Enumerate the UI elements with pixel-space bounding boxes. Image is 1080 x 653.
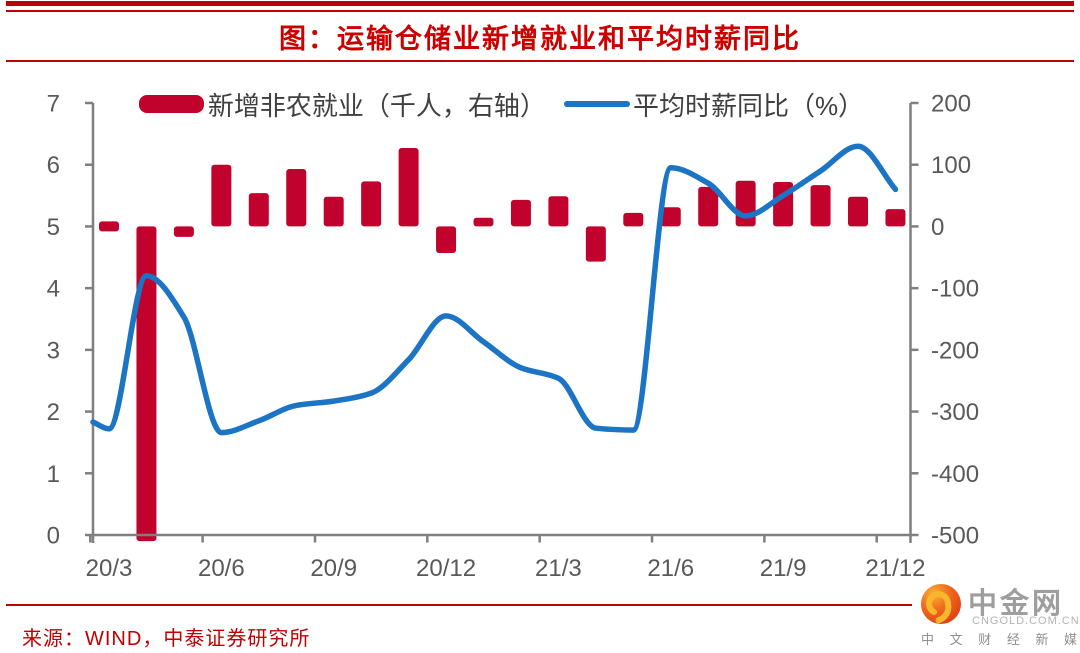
bar-20/5 xyxy=(173,226,194,237)
wage-growth-line xyxy=(90,143,899,436)
right-axis-tick-label: -300 xyxy=(931,399,979,426)
left-axis-tick-label: 0 xyxy=(47,523,60,550)
bar-21/11 xyxy=(848,196,868,227)
bar-20/3 xyxy=(99,221,119,232)
bar-21/6 xyxy=(660,207,681,227)
right-axis-tick-label: 200 xyxy=(931,91,971,118)
x-axis-tick-label: 21/6 xyxy=(647,555,694,582)
bar-20/7 xyxy=(248,193,269,227)
logo-domain: CNGOLD.COM.CN xyxy=(972,615,1080,627)
legend-item-bars: 新增非农就业（千人，右轴） xyxy=(138,86,546,123)
cngold-logo: 中金网 CNGOLD.COM.CN 中 文 财 经 新 媒 体 xyxy=(912,578,1080,650)
left-axis-tick-label: 7 xyxy=(47,91,60,118)
chart-title: 图：运输仓储业新增就业和平均时薪同比 xyxy=(279,24,801,54)
bar-20/10 xyxy=(361,181,382,227)
footer-rule xyxy=(6,604,1080,606)
logo-name: 中金网 xyxy=(968,588,1065,620)
bar-21/7 xyxy=(698,186,719,227)
left-axis-tick-label: 5 xyxy=(47,214,60,241)
bar-series-swatch-icon xyxy=(138,95,204,113)
legend-label-bars: 新增非农就业（千人，右轴） xyxy=(207,90,546,121)
legend-label-line: 平均时薪同比（%） xyxy=(632,90,865,121)
right-axis-tick-label: -500 xyxy=(931,523,979,550)
right-axis-tick-label: 0 xyxy=(931,214,944,241)
right-axis-tick-label: 100 xyxy=(931,152,971,179)
chart-legend: 新增非农就业（千人，右轴） 平均时薪同比（%） xyxy=(93,86,910,123)
source-note: 来源：WIND，中泰证券研究所 xyxy=(22,628,311,650)
bar-21/12 xyxy=(885,209,906,227)
bar-21/3 xyxy=(548,196,569,227)
header-bottom-rule xyxy=(6,60,1074,62)
bar-20/6 xyxy=(211,164,232,227)
bar-21/2 xyxy=(510,199,531,227)
x-axis-tick-label: 20/3 xyxy=(86,555,133,582)
left-axis-tick-label: 4 xyxy=(47,276,60,303)
bar-20/4 xyxy=(136,226,157,542)
bar-20/12 xyxy=(436,226,457,253)
header-top-thick-rule xyxy=(6,1,1074,6)
bar-21/5 xyxy=(623,212,644,227)
cngold-badge-icon xyxy=(921,584,961,624)
left-axis-tick-label: 3 xyxy=(47,337,60,364)
legend-item-line: 平均时薪同比（%） xyxy=(563,86,865,123)
x-axis-tick-label: 20/9 xyxy=(310,555,357,582)
right-axis-tick-label: -400 xyxy=(931,461,979,488)
logo-tagline: 中 文 财 经 新 媒 体 xyxy=(921,632,1080,647)
x-axis-tick-label: 20/12 xyxy=(416,555,476,582)
header-top-thin-rule xyxy=(6,10,1074,12)
x-axis-tick-label: 20/6 xyxy=(198,555,245,582)
right-axis-tick-label: -200 xyxy=(931,337,979,364)
line-series-swatch-icon xyxy=(563,101,630,107)
bar-20/9 xyxy=(323,196,344,227)
left-axis-tick-label: 6 xyxy=(47,152,60,179)
bar-21/4 xyxy=(585,226,606,262)
bar-21/8 xyxy=(735,180,756,227)
left-axis-tick-label: 1 xyxy=(47,461,60,488)
bar-21/10 xyxy=(810,185,831,227)
bar-20/11 xyxy=(398,148,419,227)
x-axis-tick-label: 21/12 xyxy=(865,555,925,582)
x-axis-tick-label: 21/3 xyxy=(535,555,582,582)
bar-21/1 xyxy=(473,217,494,227)
bar-20/8 xyxy=(286,169,307,227)
right-axis-tick-label: -100 xyxy=(931,276,979,303)
left-axis-tick-label: 2 xyxy=(47,399,60,426)
x-axis-tick-label: 21/9 xyxy=(760,555,807,582)
